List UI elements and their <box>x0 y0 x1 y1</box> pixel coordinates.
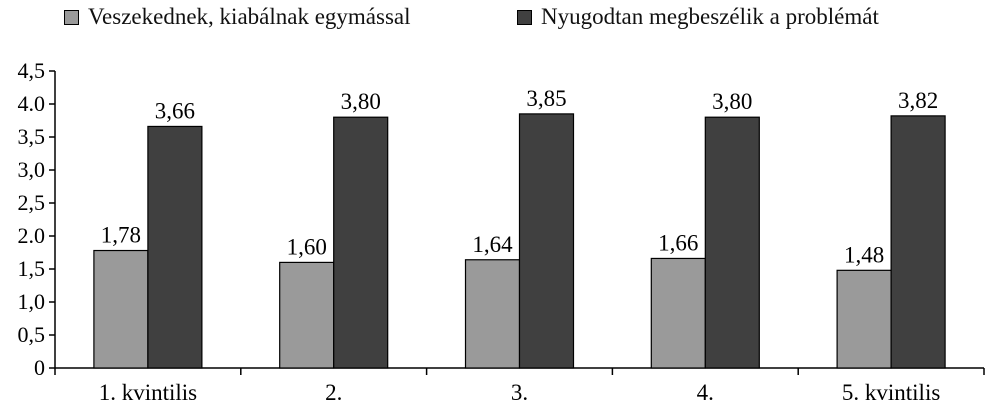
x-category-label: 3. <box>511 380 528 405</box>
legend-label-nyugodtan: Nyugodtan megbeszélik a problémát <box>541 4 879 29</box>
x-category-label: 5. kvintilis <box>842 380 940 405</box>
data-label: 3,66 <box>155 98 195 123</box>
y-tick-label: 2,5 <box>18 190 46 215</box>
legend-swatch-veszekednek <box>64 9 79 25</box>
legend: Veszekednek, kiabálnak egymással Nyugodt… <box>0 4 986 34</box>
data-label: 1,66 <box>658 230 698 255</box>
legend-item-nyugodtan: Nyugodtan megbeszélik a problémát <box>517 4 879 30</box>
data-label: 1,60 <box>287 234 327 259</box>
bar <box>147 125 203 369</box>
bar <box>518 113 575 369</box>
bar <box>333 116 389 369</box>
y-tick-label: 3,5 <box>18 124 46 149</box>
data-label: 3,80 <box>341 89 381 114</box>
y-tick-label: 4,5 <box>18 58 46 83</box>
legend-item-veszekednek: Veszekednek, kiabálnak egymással <box>64 4 411 30</box>
x-category-label: 4. <box>697 380 714 405</box>
data-label: 3,80 <box>712 89 752 114</box>
y-tick-label: 0 <box>34 355 45 380</box>
y-tick-label: 4.0 <box>18 91 46 116</box>
data-label: 1,78 <box>101 223 141 248</box>
bar <box>464 259 521 369</box>
y-tick-label: 3,0 <box>18 157 46 182</box>
y-tick-label: 1,5 <box>18 256 46 281</box>
data-label: 1,48 <box>844 242 884 267</box>
bar <box>650 257 706 369</box>
bar <box>704 116 760 369</box>
x-category-label: 2. <box>325 380 342 405</box>
legend-label-veszekednek: Veszekednek, kiabálnak egymással <box>88 4 411 29</box>
bar <box>279 261 335 369</box>
y-tick-label: 0,5 <box>18 322 46 347</box>
y-tick-label: 2.0 <box>18 223 46 248</box>
bar <box>890 115 946 369</box>
data-label: 1,64 <box>472 232 513 257</box>
data-label: 3,85 <box>526 86 566 111</box>
bar <box>93 249 149 369</box>
bar <box>836 269 892 369</box>
legend-swatch-nyugodtan <box>517 9 532 25</box>
y-tick-label: 1,0 <box>18 289 46 314</box>
data-label: 3,82 <box>898 88 938 113</box>
x-category-label: 1. kvintilis <box>99 380 197 405</box>
